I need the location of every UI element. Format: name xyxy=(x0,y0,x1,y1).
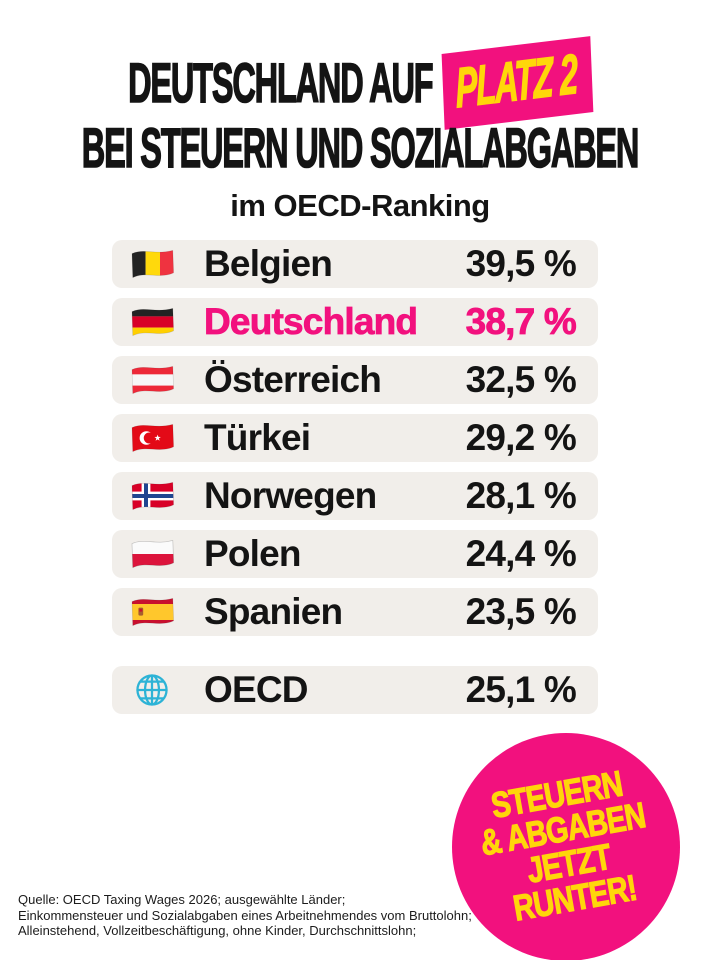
source-note: Quelle: OECD Taxing Wages 2026; ausgewäh… xyxy=(18,892,472,939)
source-line: Alleinstehend, Vollzeitbeschäftigung, oh… xyxy=(18,923,417,938)
ranking-list: Belgien 39,5 % Deutschland 38,7 % xyxy=(112,240,598,724)
poland-flag-icon xyxy=(128,537,176,571)
title-prefix: DEUTSCHLAND AUF xyxy=(128,51,434,114)
belgium-flag-icon xyxy=(128,247,176,281)
country-label: Österreich xyxy=(204,359,382,400)
value-label: 24,4 % xyxy=(465,533,577,574)
steuern-runter-stamp: STEUERN & ABGABEN JETZT RUNTER! xyxy=(452,733,680,960)
table-row: Polen 24,4 % xyxy=(112,530,598,578)
table-row: Norwegen 28,1 % xyxy=(112,472,598,520)
value-label: 38,7 % xyxy=(465,301,577,343)
table-row-highlighted: Deutschland 38,7 % xyxy=(112,298,598,346)
value-label: 39,5 % xyxy=(465,243,577,284)
title-line-2-text: BEI STEUERN UND SOZIALABGABEN xyxy=(81,116,640,179)
source-line: Einkommensteuer und Sozialabgaben eines … xyxy=(18,907,472,923)
table-row: Österreich 32,5 % xyxy=(112,356,598,404)
stamp-text: STEUERN & ABGABEN JETZT RUNTER! xyxy=(472,762,660,930)
norway-flag-icon xyxy=(128,479,176,513)
table-row: Belgien 39,5 % xyxy=(112,240,598,288)
title-line-1: DEUTSCHLAND AUF PLATZ 2 xyxy=(128,36,594,130)
country-label: Türkei xyxy=(204,417,311,458)
spain-flag-icon xyxy=(128,595,176,629)
germany-flag-icon xyxy=(128,305,176,339)
source-line: Quelle: OECD Taxing Wages 2026; ausgewäh… xyxy=(18,892,346,907)
country-label: Polen xyxy=(204,533,302,574)
turkey-flag-icon xyxy=(128,421,176,455)
title-line-2: BEI STEUERN UND SOZIALABGABEN xyxy=(81,119,640,177)
country-label: Deutschland xyxy=(204,301,419,343)
table-row: Spanien 23,5 % xyxy=(112,588,598,636)
value-label: 32,5 % xyxy=(465,359,577,400)
oecd-value: 25,1 % xyxy=(465,669,577,710)
austria-flag-icon xyxy=(128,363,176,397)
value-label: 28,1 % xyxy=(465,475,577,516)
subtitle: im OECD-Ranking xyxy=(230,188,490,223)
country-label: Belgien xyxy=(204,243,333,284)
oecd-summary-row: OECD 25,1 % xyxy=(112,666,598,714)
globe-icon xyxy=(128,673,176,707)
country-label: Spanien xyxy=(204,591,343,632)
value-label: 29,2 % xyxy=(465,417,577,458)
header: DEUTSCHLAND AUF PLATZ 2 BEI STEUERN UND … xyxy=(0,36,720,224)
table-row: Türkei 29,2 % xyxy=(112,414,598,462)
country-label: Norwegen xyxy=(204,475,377,516)
oecd-label: OECD xyxy=(204,669,309,710)
value-label: 23,5 % xyxy=(465,591,577,632)
